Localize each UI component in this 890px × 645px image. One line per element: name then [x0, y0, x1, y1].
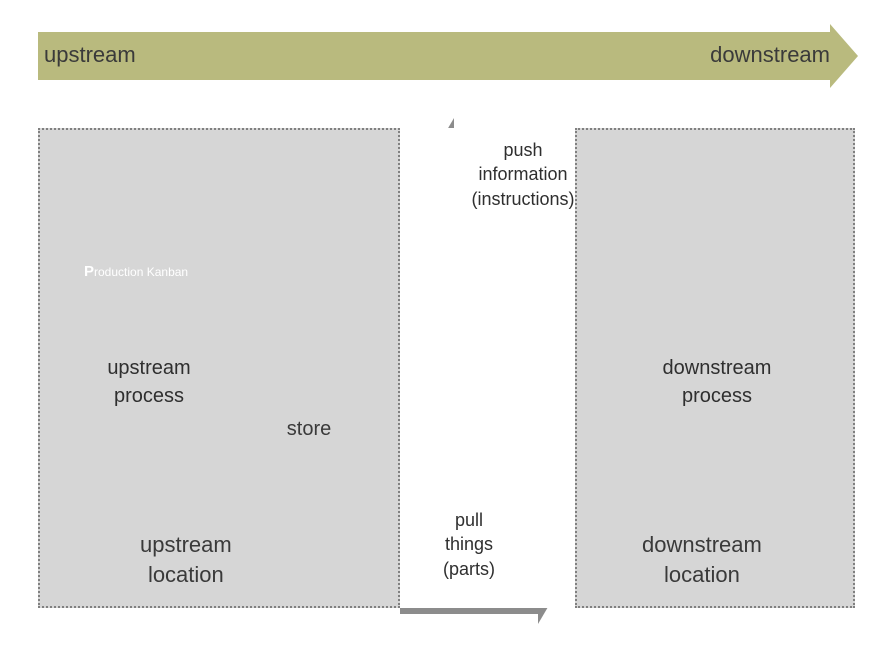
push-arrow-label: push information (instructions): [458, 138, 588, 211]
panel-caption-upstream: upstream location: [140, 530, 232, 589]
store-label: store: [270, 418, 348, 441]
upstream-process-label: upstream process: [60, 354, 238, 410]
panel-caption-downstream: downstream location: [642, 530, 762, 589]
withdraw-kanban-tag: Withdraw Kanban: [426, 263, 566, 280]
downstream-process-label: downstream process: [618, 354, 816, 410]
top-arrow-label-right: downstream: [682, 42, 830, 68]
top-arrow-label-left: upstream: [44, 42, 136, 68]
pull-arrow-label: pull things (parts): [404, 508, 534, 581]
production-kanban-tag: Production Kanban: [84, 263, 230, 280]
diagram-canvas: upstream downstream upstream location downs…: [0, 0, 890, 645]
